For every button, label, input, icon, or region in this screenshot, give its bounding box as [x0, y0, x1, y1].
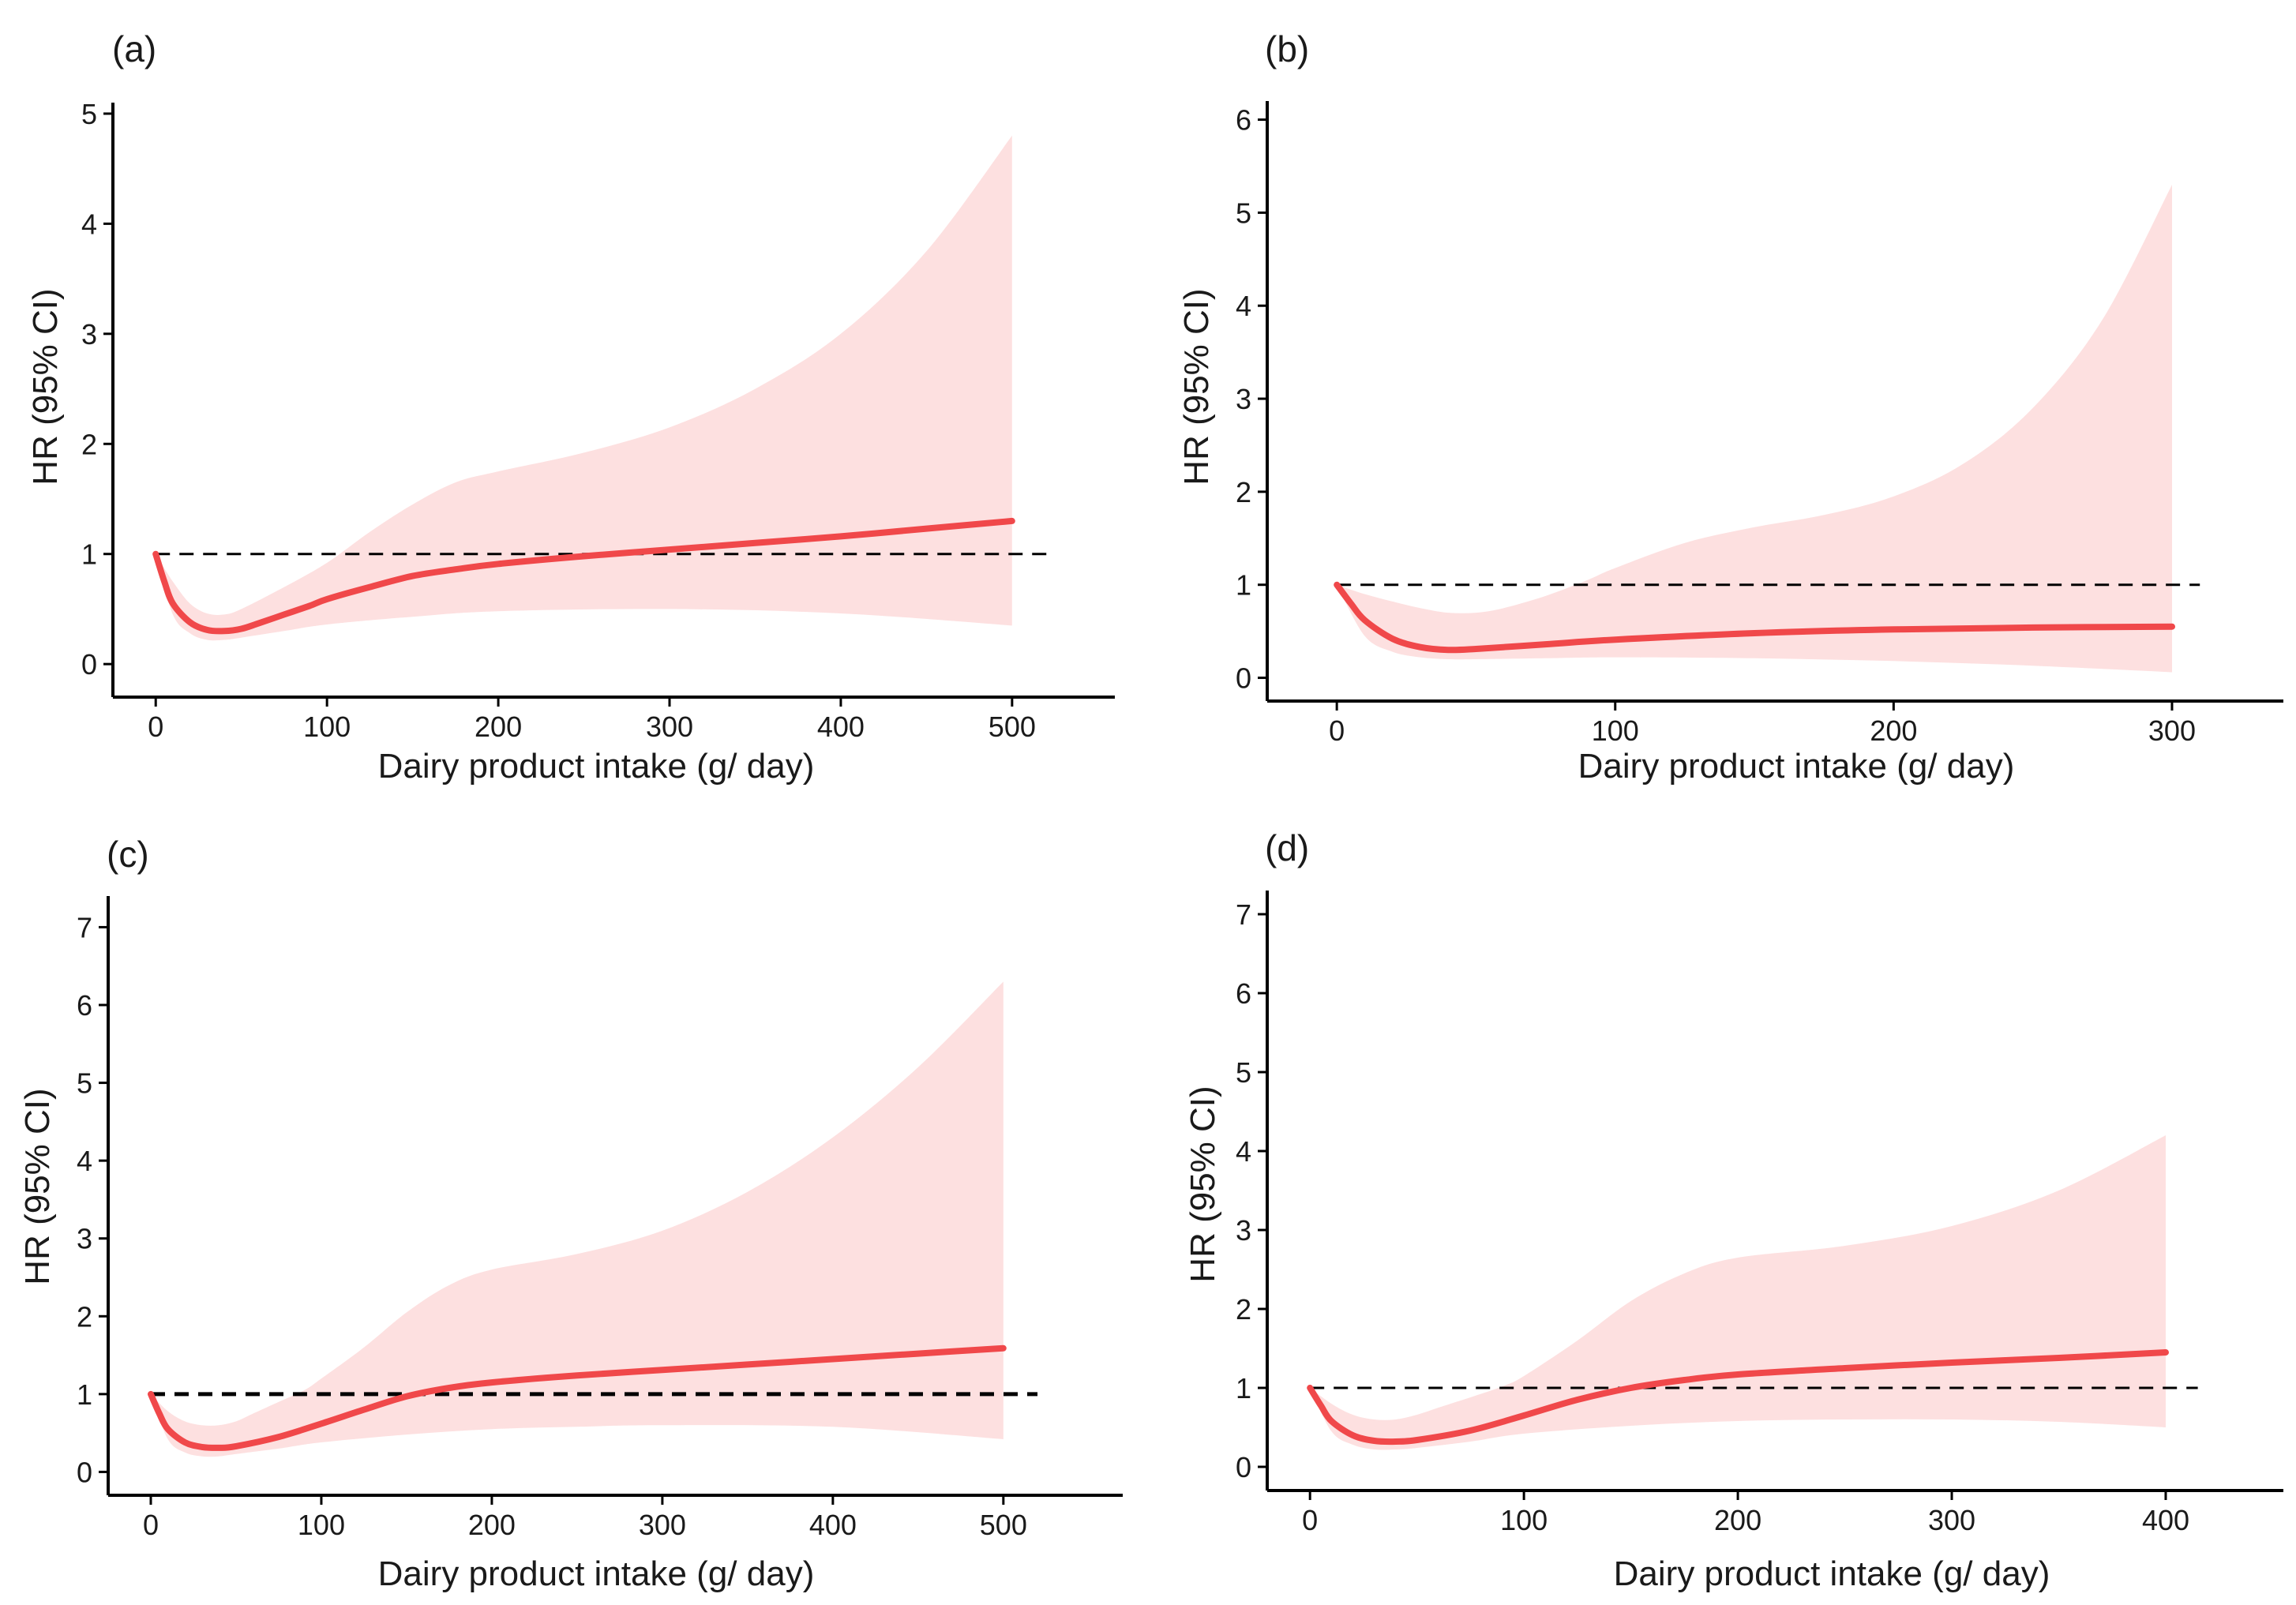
panel-label-c: (c) — [107, 834, 149, 875]
hr-line-c — [148, 1344, 1007, 1451]
hr-line-a — [152, 517, 1015, 635]
plot-area-b: 0 100 200 300 0 1 2 3 4 5 6 — [1236, 101, 2283, 747]
panel-label-d: (d) — [1265, 827, 1309, 868]
hr-line-d — [1307, 1349, 2169, 1446]
x-axis-title-c: Dairy product intake (g/ day) — [378, 1554, 815, 1593]
y-tick-label-d-3: 3 — [1236, 1214, 1251, 1247]
panel-b: (b) HR (95% CI) Dairy product intake (g/… — [1177, 28, 2283, 786]
x-tick-label-a-400: 400 — [817, 711, 865, 743]
plot-area-a: 0 100 200 300 400 500 0 1 2 3 4 5 — [81, 98, 1115, 743]
y-tick-label-c-3: 3 — [77, 1223, 92, 1255]
x-tick-label-c-0: 0 — [143, 1509, 159, 1541]
y-tick-label-d-1: 1 — [1236, 1372, 1251, 1404]
y-axis-title-c: HR (95% CI) — [18, 1088, 57, 1284]
x-axis-title-d: Dairy product intake (g/ day) — [1614, 1554, 2050, 1593]
x-tick-label-a-200: 200 — [475, 711, 522, 743]
y-tick-label-d-6: 6 — [1236, 977, 1251, 1010]
y-tick-label-d-4: 4 — [1236, 1135, 1251, 1168]
panel-a: (a) HR (95% CI) Dairy product intake (g/… — [26, 28, 1115, 786]
y-tick-label-d-7: 7 — [1236, 898, 1251, 931]
hr-line-b — [1334, 581, 2175, 654]
y-tick-label-c-2: 2 — [77, 1300, 92, 1333]
ci-band-d — [1310, 1135, 2166, 1450]
x-tick-label-d-300: 300 — [1928, 1504, 1975, 1536]
y-tick-label-c-0: 0 — [77, 1456, 92, 1488]
y-tick-label-c-7: 7 — [77, 911, 92, 943]
panel-c: (c) HR (95% CI) Dairy product intake (g/… — [18, 834, 1123, 1593]
x-tick-label-b-0: 0 — [1329, 714, 1345, 747]
panel-d: (d) HR (95% CI) Dairy product intake (g/… — [1184, 827, 2283, 1593]
x-tick-label-d-0: 0 — [1302, 1504, 1318, 1536]
y-tick-label-a-0: 0 — [81, 648, 97, 681]
panel-label-a: (a) — [112, 28, 156, 69]
x-tick-label-d-400: 400 — [2142, 1504, 2189, 1536]
y-tick-label-d-0: 0 — [1236, 1451, 1251, 1483]
x-axis-title-a: Dairy product intake (g/ day) — [378, 747, 815, 786]
y-tick-label-c-5: 5 — [77, 1067, 92, 1100]
y-axis-title-b: HR (95% CI) — [1177, 288, 1216, 485]
y-tick-label-c-6: 6 — [77, 989, 92, 1022]
x-tick-label-b-300: 300 — [2148, 714, 2196, 747]
y-axis-title-d: HR (95% CI) — [1184, 1086, 1222, 1282]
y-tick-label-b-5: 5 — [1236, 197, 1251, 229]
x-tick-label-c-100: 100 — [298, 1509, 345, 1541]
y-tick-label-b-2: 2 — [1236, 476, 1251, 508]
ci-band-b — [1337, 185, 2172, 673]
x-tick-label-a-0: 0 — [148, 711, 163, 743]
x-tick-label-b-100: 100 — [1592, 714, 1639, 747]
y-tick-label-d-2: 2 — [1236, 1293, 1251, 1326]
y-tick-label-b-0: 0 — [1236, 662, 1251, 695]
x-tick-label-d-200: 200 — [1714, 1504, 1761, 1536]
ci-band-c — [151, 981, 1004, 1457]
plot-area-d: 0 100 200 300 400 0 1 2 3 4 5 6 7 — [1236, 891, 2283, 1536]
panel-label-b: (b) — [1265, 28, 1309, 69]
x-tick-label-b-200: 200 — [1870, 714, 1917, 747]
x-tick-label-c-300: 300 — [639, 1509, 686, 1541]
y-tick-label-d-5: 5 — [1236, 1056, 1251, 1089]
y-tick-label-a-2: 2 — [81, 428, 97, 460]
y-axis-title-a: HR (95% CI) — [26, 288, 65, 485]
y-tick-label-c-4: 4 — [77, 1145, 92, 1177]
ci-band-a — [156, 135, 1012, 641]
y-tick-label-a-3: 3 — [81, 318, 97, 351]
x-tick-label-c-500: 500 — [980, 1509, 1027, 1541]
plot-area-c: 0 100 200 300 400 500 0 1 2 3 4 5 6 7 — [77, 896, 1123, 1541]
y-tick-label-b-4: 4 — [1236, 290, 1251, 322]
x-tick-label-a-100: 100 — [303, 711, 351, 743]
y-tick-label-c-1: 1 — [77, 1378, 92, 1411]
x-axis-title-b: Dairy product intake (g/ day) — [1578, 747, 2015, 786]
x-tick-label-c-200: 200 — [468, 1509, 516, 1541]
y-tick-label-b-6: 6 — [1236, 104, 1251, 137]
y-tick-label-a-4: 4 — [81, 208, 97, 240]
x-tick-label-a-300: 300 — [646, 711, 693, 743]
y-tick-label-b-3: 3 — [1236, 383, 1251, 415]
y-tick-label-b-1: 1 — [1236, 569, 1251, 602]
y-tick-label-a-5: 5 — [81, 98, 97, 130]
x-tick-label-d-100: 100 — [1500, 1504, 1548, 1536]
y-tick-label-a-1: 1 — [81, 538, 97, 571]
x-tick-label-c-400: 400 — [809, 1509, 857, 1541]
x-tick-label-a-500: 500 — [989, 711, 1036, 743]
